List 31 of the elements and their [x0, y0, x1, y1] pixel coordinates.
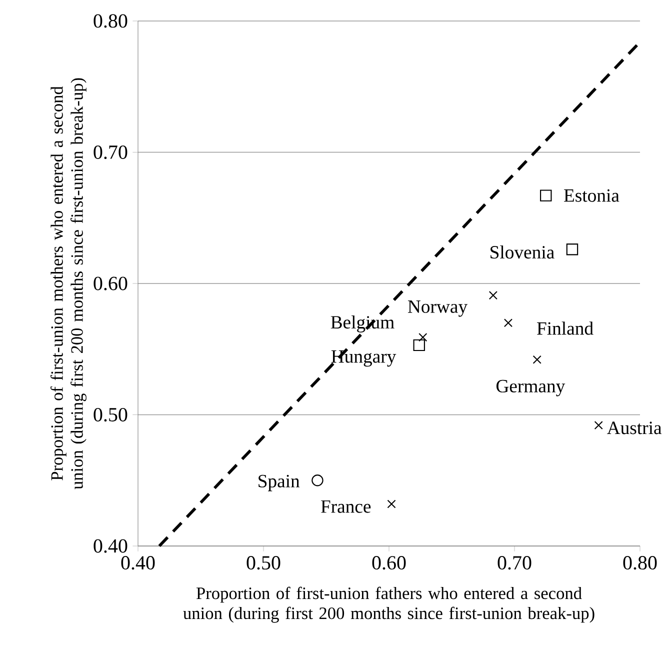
- x-tick-label: 0.50: [246, 556, 280, 570]
- point: [566, 244, 578, 256]
- point: [312, 474, 324, 486]
- point: [387, 500, 396, 508]
- y-tick-label: 0.40: [94, 539, 128, 553]
- point: [540, 190, 552, 202]
- x-tick-label: 0.80: [623, 556, 657, 570]
- y-tick-label: 0.70: [94, 145, 128, 160]
- y-tick-label: 0.80: [94, 14, 128, 28]
- annotation: Spain: [258, 474, 300, 492]
- point: [488, 291, 498, 300]
- x-tick-label: 0.60: [372, 556, 406, 570]
- x-axis-title: Proportion of first-union fathers who entered a second union (during first 200 months since first-union break-up): [183, 586, 594, 623]
- point: [413, 339, 425, 352]
- annotation: Finland: [537, 322, 594, 335]
- annotation: France: [321, 500, 371, 513]
- point: [594, 420, 603, 430]
- annotation: Hungary: [331, 350, 396, 367]
- annotation: Norway: [408, 300, 468, 317]
- point: [532, 355, 542, 364]
- y-tick-label: 0.60: [94, 276, 128, 290]
- y-tick-label: 0.50: [94, 408, 128, 422]
- point: [504, 318, 513, 328]
- annotation: Germany: [496, 380, 566, 396]
- annotation: Slovenia: [490, 245, 554, 259]
- y-axis-title: Proportion of first-union mothers who entered a second union (during first 200 months since first-union break-up): [50, 78, 86, 490]
- point: [418, 333, 428, 342]
- x-tick-label: 0.70: [498, 556, 532, 570]
- x-tick-label: 0.40: [121, 556, 155, 570]
- annotation: Austria: [607, 422, 662, 434]
- annotation: Estonia: [564, 189, 620, 202]
